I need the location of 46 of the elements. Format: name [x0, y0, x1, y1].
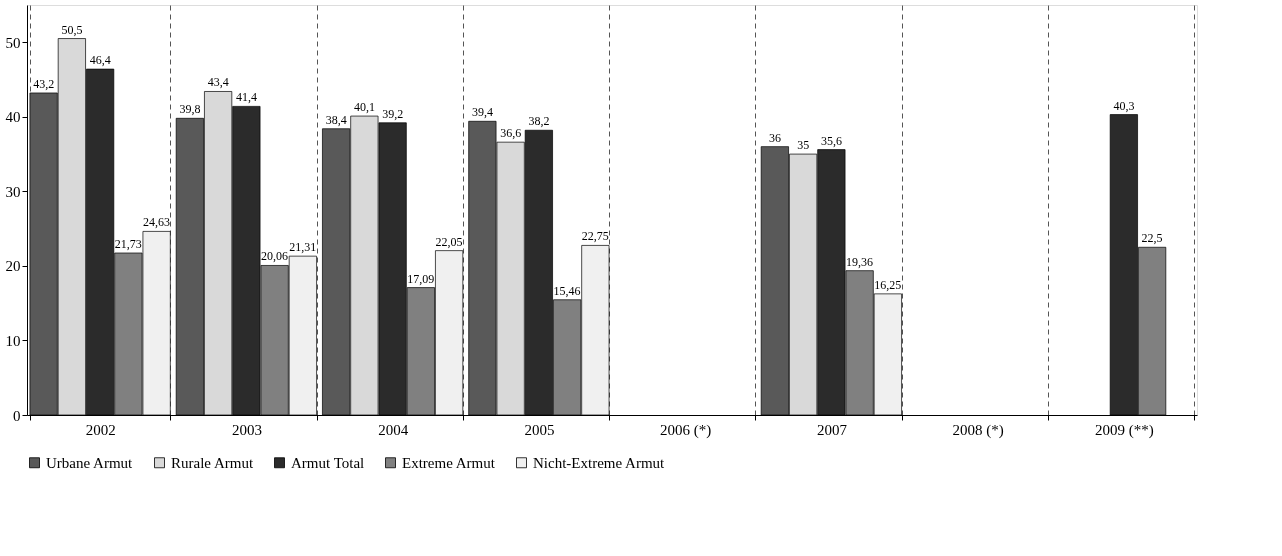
- legend-label: Extreme Armut: [402, 454, 496, 471]
- legend-label: Urbane Armut: [46, 454, 134, 471]
- x-tick-label: 2002: [85, 421, 116, 438]
- x-tick-label: 2007: [816, 421, 848, 438]
- y-tick-label: 10: [5, 332, 21, 349]
- y-tick-label: 40: [5, 109, 21, 126]
- data-label: 21,73: [114, 237, 142, 252]
- data-label: 35,6: [820, 133, 842, 148]
- legend-label: Armut Total: [291, 454, 365, 471]
- data-label: 20,06: [261, 249, 289, 264]
- data-label: 15,46: [553, 283, 581, 298]
- x-tick-label: 2004: [378, 421, 409, 438]
- data-label: 39,2: [382, 106, 404, 121]
- data-label: 40,1: [353, 100, 375, 115]
- y-tick-label: 20: [5, 258, 21, 275]
- y-tick-label: 30: [5, 183, 21, 200]
- data-label: 36,6: [500, 126, 522, 141]
- data-label: 24,63: [143, 215, 171, 230]
- data-label: 22,75: [581, 229, 609, 244]
- data-label: 41,4: [235, 90, 257, 105]
- legend-label: Rurale Armut: [171, 454, 254, 471]
- data-label: 43,4: [207, 75, 229, 90]
- data-label: 40,3: [1113, 98, 1135, 113]
- y-tick-label: 0: [13, 407, 21, 424]
- data-label: 21,31: [289, 240, 317, 255]
- data-label: 39,8: [179, 102, 201, 117]
- data-label: 17,09: [407, 271, 435, 286]
- legend-label: Nicht-Extreme Armut: [533, 454, 666, 471]
- x-tick-label: 2009 (**): [1095, 421, 1154, 439]
- y-tick-label: 50: [5, 34, 21, 51]
- data-label: 22,5: [1141, 231, 1163, 246]
- data-label: 43,2: [33, 76, 55, 91]
- data-label: 16,25: [874, 277, 902, 292]
- data-label: 50,5: [61, 22, 83, 37]
- x-tick-label: 2006 (*): [660, 421, 712, 439]
- data-label: 36: [768, 130, 781, 145]
- data-label: 22,05: [435, 234, 463, 249]
- data-label: 46,4: [89, 53, 111, 68]
- data-label: 38,2: [528, 114, 550, 129]
- data-label: 38,4: [325, 112, 347, 127]
- x-tick-label: 2003: [231, 421, 262, 438]
- data-label: 39,4: [471, 105, 493, 120]
- x-tick-label: 2008 (*): [952, 421, 1004, 439]
- data-label: 19,36: [846, 254, 874, 269]
- data-label: 35: [797, 138, 810, 153]
- x-tick-label: 2005: [524, 421, 555, 438]
